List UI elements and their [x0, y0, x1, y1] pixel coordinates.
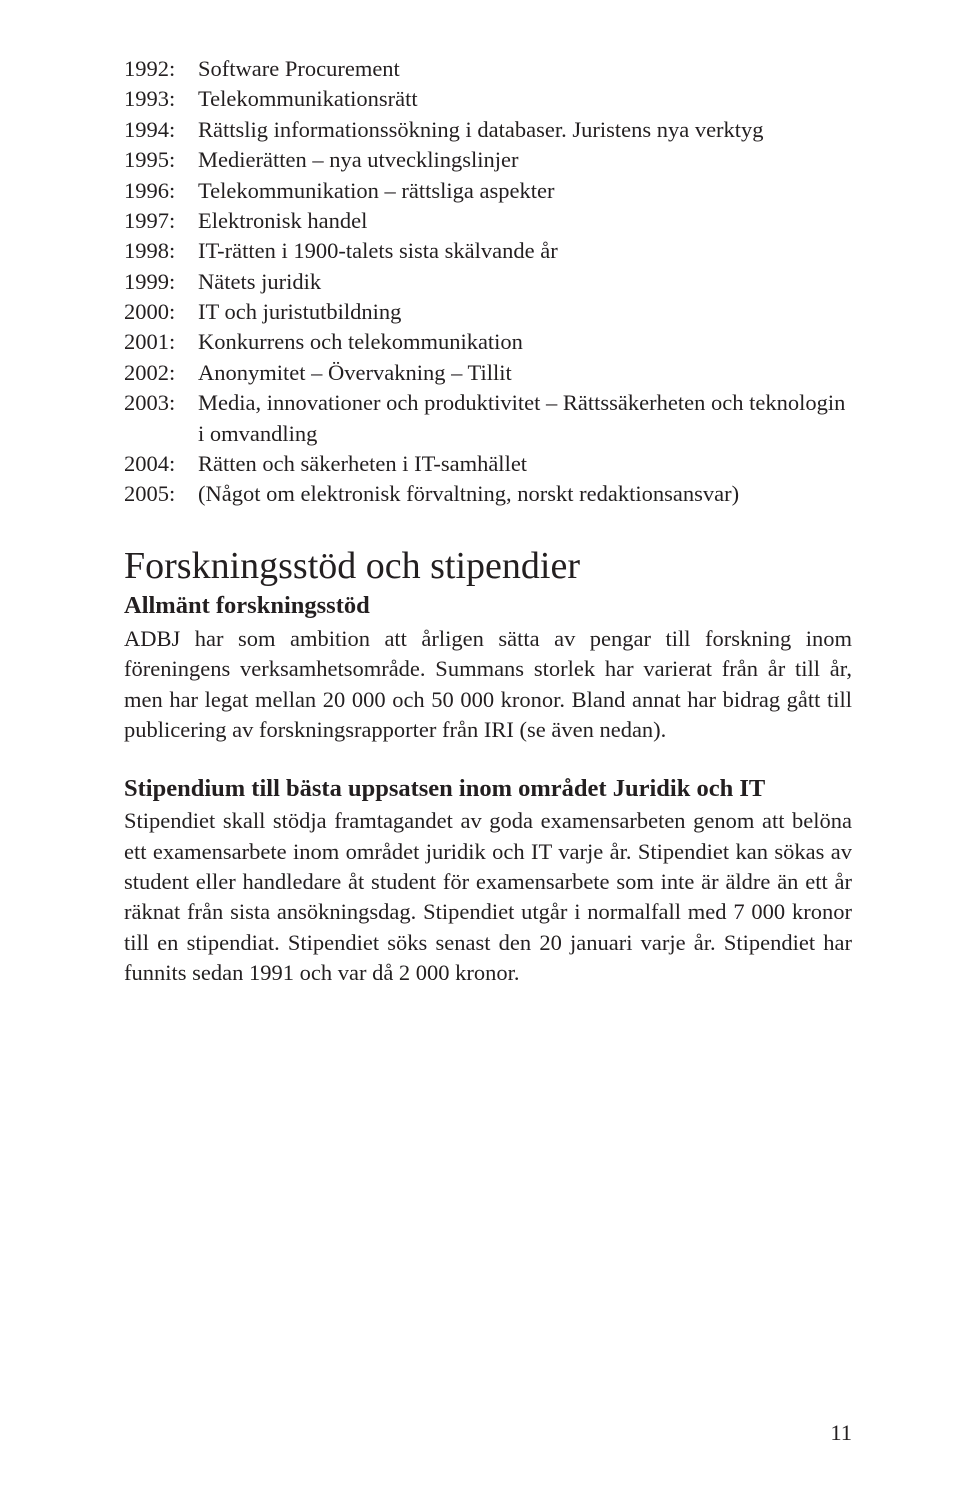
timeline-desc: IT och juristutbildning	[198, 297, 852, 327]
timeline-desc: (Något om elektronisk förvaltning, norsk…	[198, 479, 852, 509]
timeline-year: 1993:	[124, 84, 198, 114]
timeline-row: 2003:Media, innovationer och produktivit…	[124, 388, 852, 449]
timeline-year: 1997:	[124, 206, 198, 236]
timeline-row: 1992:Software Procurement	[124, 54, 852, 84]
timeline-year: 1998:	[124, 236, 198, 266]
timeline-row: 1997:Elektronisk handel	[124, 206, 852, 236]
timeline-desc: Telekommunikation – rättsliga aspekter	[198, 176, 852, 206]
timeline-year: 2002:	[124, 358, 198, 388]
timeline-desc: Telekommunikationsrätt	[198, 84, 852, 114]
timeline-row: 1993:Telekommunikationsrätt	[124, 84, 852, 114]
timeline-desc: Media, innovationer och produktivitet – …	[198, 388, 852, 449]
timeline-row: 2001:Konkurrens och telekommunikation	[124, 327, 852, 357]
page-number: 11	[830, 1420, 852, 1446]
timeline-row: 2002:Anonymitet – Övervakning – Tillit	[124, 358, 852, 388]
subheading-allmant: Allmänt forskningsstöd	[124, 591, 852, 622]
timeline-row: 2004:Rätten och säkerheten i IT-samhälle…	[124, 449, 852, 479]
timeline-row: 1995:Medierätten – nya utvecklingslinjer	[124, 145, 852, 175]
timeline-row: 1994:Rättslig informationssökning i data…	[124, 115, 852, 145]
timeline-year: 1992:	[124, 54, 198, 84]
timeline-year: 2004:	[124, 449, 198, 479]
timeline-desc: Nätets juridik	[198, 267, 852, 297]
body-allmant: ADBJ har som ambition att årligen sätta …	[124, 624, 852, 746]
document-page: 1992:Software Procurement1993:Telekommun…	[0, 0, 960, 1502]
timeline-year: 1999:	[124, 267, 198, 297]
timeline-row: 1998:IT-rätten i 1900-talets sista skälv…	[124, 236, 852, 266]
timeline-desc: Rättslig informationssökning i databaser…	[198, 115, 852, 145]
timeline-year: 2003:	[124, 388, 198, 449]
body-stipendium: Stipendiet skall stödja framtagandet av …	[124, 806, 852, 988]
timeline-year: 2001:	[124, 327, 198, 357]
timeline-year: 1994:	[124, 115, 198, 145]
timeline-row: 2005:(Något om elektronisk förvaltning, …	[124, 479, 852, 509]
timeline-year: 1995:	[124, 145, 198, 175]
timeline-year: 2000:	[124, 297, 198, 327]
timeline-list: 1992:Software Procurement1993:Telekommun…	[124, 54, 852, 510]
timeline-desc: Software Procurement	[198, 54, 852, 84]
timeline-desc: Elektronisk handel	[198, 206, 852, 236]
timeline-year: 2005:	[124, 479, 198, 509]
subheading-stipendium: Stipendium till bästa uppsatsen inom omr…	[124, 774, 852, 805]
heading-forskningsstod: Forskningsstöd och stipendier	[124, 546, 852, 588]
timeline-desc: Medierätten – nya utvecklingslinjer	[198, 145, 852, 175]
timeline-desc: Konkurrens och telekommunikation	[198, 327, 852, 357]
timeline-row: 1996:Telekommunikation – rättsliga aspek…	[124, 176, 852, 206]
timeline-desc: IT-rätten i 1900-talets sista skälvande …	[198, 236, 852, 266]
timeline-row: 2000:IT och juristutbildning	[124, 297, 852, 327]
timeline-desc: Rätten och säkerheten i IT-samhället	[198, 449, 852, 479]
timeline-year: 1996:	[124, 176, 198, 206]
timeline-desc: Anonymitet – Övervakning – Tillit	[198, 358, 852, 388]
timeline-row: 1999:Nätets juridik	[124, 267, 852, 297]
